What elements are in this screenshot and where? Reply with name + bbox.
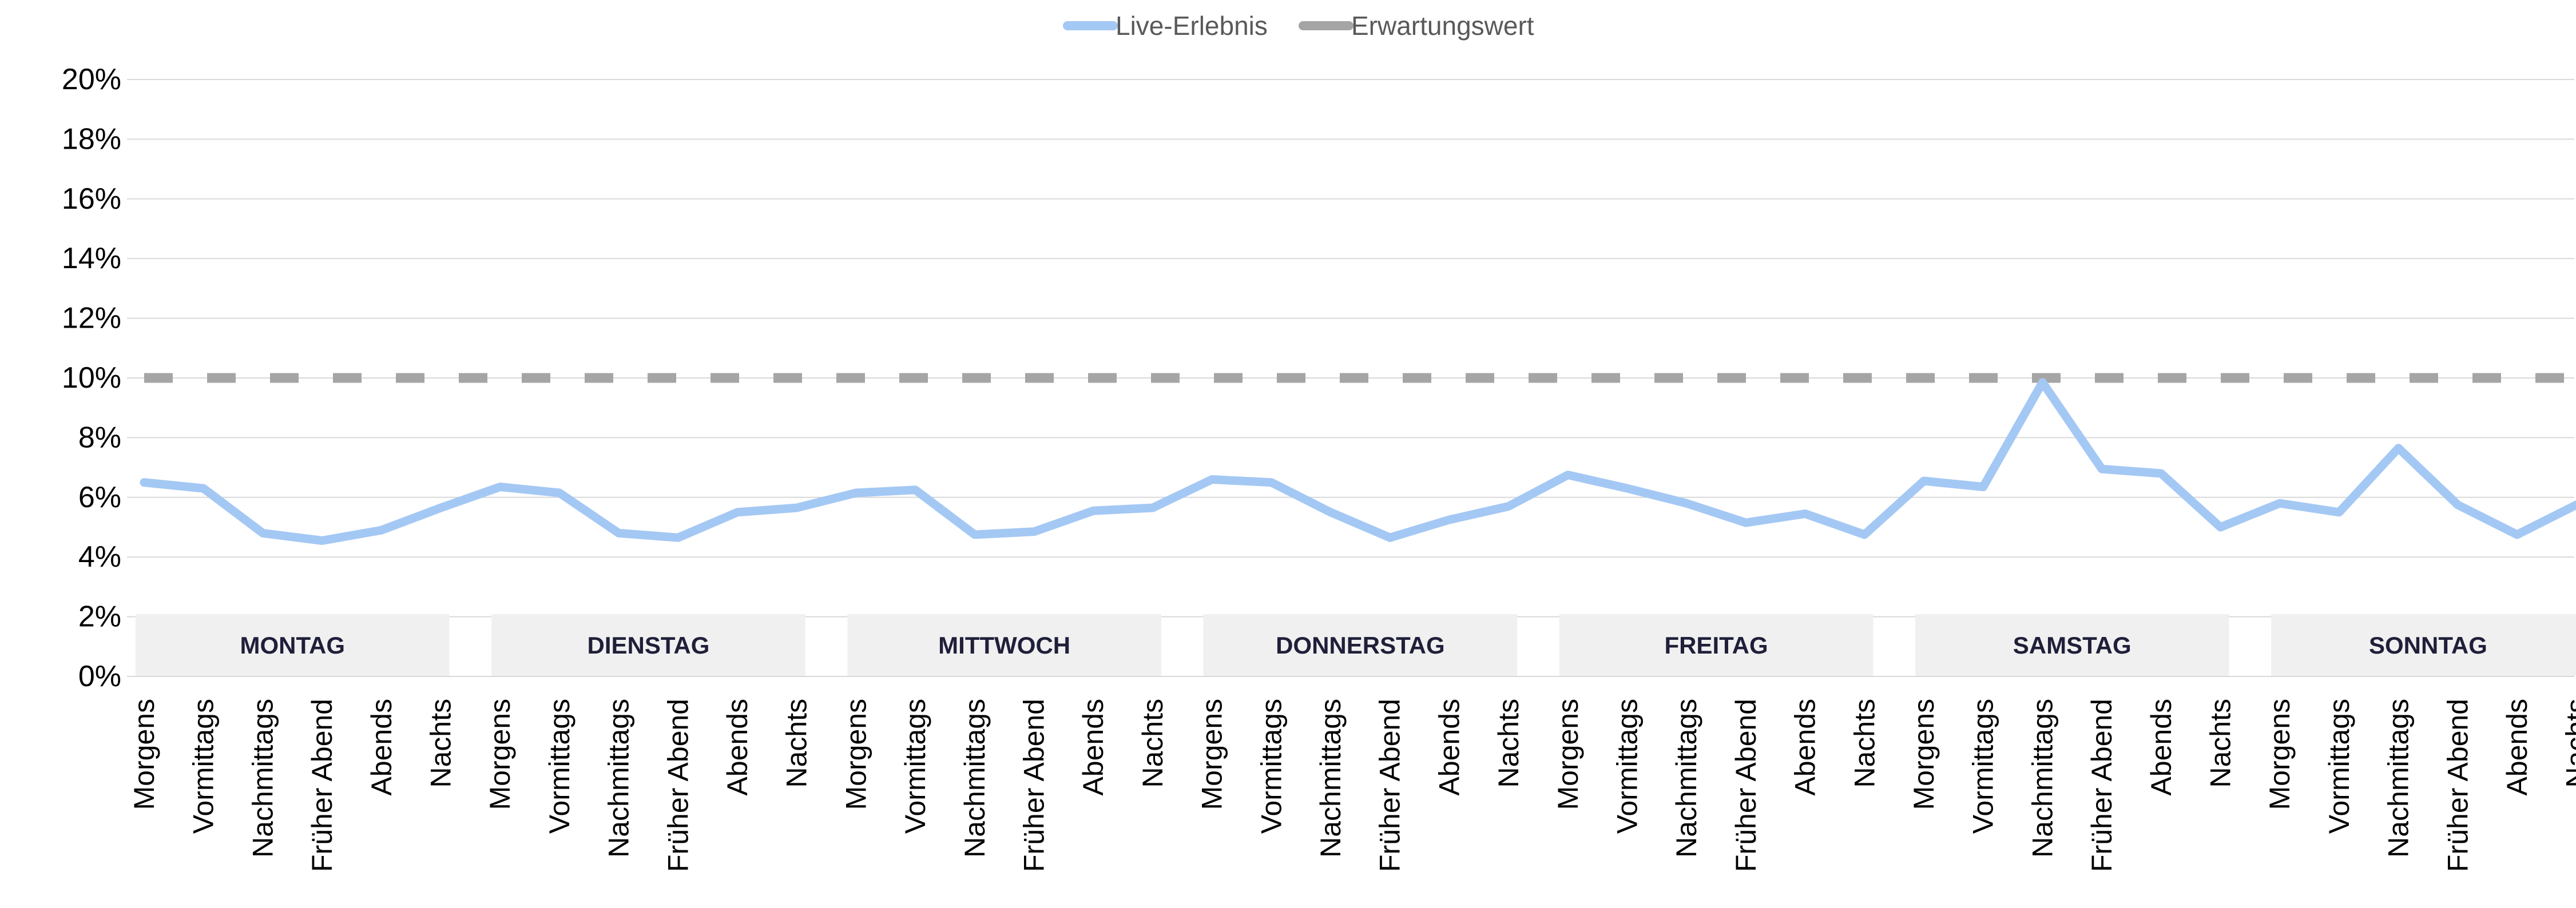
- x-tick-label: Nachts: [1848, 699, 1880, 788]
- y-axis: 0% 2% 4% 6% 8% 10% 12% 14% 16% 18% 20%: [62, 63, 121, 693]
- day-label: FREITAG: [1664, 632, 1768, 659]
- day-band: [1559, 614, 1874, 676]
- x-tick-label: Morgens: [128, 699, 160, 810]
- x-tick-label: Nachmittags: [2026, 699, 2058, 858]
- x-tick-label: Abends: [721, 699, 753, 796]
- x-tick-label: Morgens: [1552, 699, 1584, 810]
- x-tick-label: Früher Abend: [1374, 699, 1406, 872]
- series-line-live-erlebnis: [140, 378, 2576, 545]
- x-tick-label: Morgens: [2264, 699, 2296, 810]
- y-tick-label: 6%: [78, 481, 121, 514]
- x-tick-label: Abends: [366, 699, 398, 796]
- y-tick-label: 20%: [62, 63, 121, 96]
- x-tick-label: Früher Abend: [662, 699, 694, 872]
- x-tick-label: Morgens: [1196, 699, 1228, 810]
- x-tick-label: Nachts: [781, 699, 813, 788]
- x-axis: Morgens Vormittags Nachmittags Früher Abend…: [128, 699, 2576, 872]
- day-label: SONNTAG: [2369, 632, 2487, 659]
- y-tick-label: 0%: [78, 660, 121, 693]
- day-band: [1203, 614, 1518, 676]
- x-tick-label: Nachts: [2561, 699, 2576, 788]
- x-tick-label: Nachts: [1137, 699, 1169, 788]
- legend-label-erwartungswert: Erwartungswert: [1351, 11, 1534, 41]
- x-tick-label: Nachmittags: [247, 699, 279, 858]
- x-tick-label: Nachmittags: [1670, 699, 1702, 858]
- x-tick-label: Früher Abend: [1730, 699, 1762, 872]
- day-band: [491, 614, 805, 676]
- x-tick-label: Nachmittags: [1315, 699, 1347, 858]
- day-band: [2271, 614, 2576, 676]
- x-tick-label: Morgens: [840, 699, 872, 810]
- x-tick-label: Früher Abend: [2442, 699, 2474, 872]
- y-tick-label: 4%: [78, 540, 121, 574]
- x-tick-label: Früher Abend: [306, 699, 338, 872]
- legend-label-live-erlebnis: Live-Erlebnis: [1116, 11, 1268, 41]
- y-tick-label: 16%: [62, 182, 121, 216]
- x-tick-label: Vormittags: [1967, 699, 1999, 834]
- y-tick-label: 10%: [62, 361, 121, 395]
- x-tick-label: Vormittags: [1255, 699, 1287, 834]
- x-tick-label: Abends: [1077, 699, 1109, 796]
- x-tick-label: Früher Abend: [1018, 699, 1050, 872]
- day-label: DONNERSTAG: [1276, 632, 1445, 659]
- x-tick-label: Nachts: [2205, 699, 2237, 788]
- day-band: [847, 614, 1161, 676]
- x-tick-label: Abends: [1433, 699, 1465, 796]
- x-tick-label: Früher Abend: [2086, 699, 2118, 872]
- x-tick-label: Vormittags: [188, 699, 220, 834]
- y-tick-label: 14%: [62, 242, 121, 275]
- y-tick-label: 8%: [78, 421, 121, 454]
- x-tick-label: Nachts: [425, 699, 457, 788]
- day-band: [136, 614, 450, 676]
- series-layer: [140, 373, 2576, 545]
- x-tick-label: Vormittags: [543, 699, 575, 834]
- x-tick-label: Vormittags: [1612, 699, 1644, 834]
- legend: Live-Erlebnis Erwartungswert: [1063, 11, 1534, 41]
- day-label: MONTAG: [240, 632, 345, 659]
- x-tick-label: Nachmittags: [603, 699, 635, 858]
- x-tick-label: Nachts: [1493, 699, 1525, 788]
- x-tick-label: Vormittags: [2323, 699, 2355, 834]
- day-bands: MONTAG DIENSTAG MITTWOCH DONNERSTAG FREITAG S…: [136, 614, 2576, 676]
- day-band: [1915, 614, 2229, 676]
- x-tick-label: Abends: [2501, 699, 2533, 796]
- gridlines: [127, 79, 2574, 677]
- x-tick-label: Morgens: [484, 699, 516, 810]
- y-tick-label: 12%: [62, 302, 121, 335]
- day-label: MITTWOCH: [938, 632, 1070, 659]
- day-label: DIENSTAG: [587, 632, 709, 659]
- x-tick-label: Abends: [1789, 699, 1821, 796]
- x-tick-label: Abends: [2145, 699, 2177, 796]
- x-tick-label: Vormittags: [899, 699, 931, 834]
- y-tick-label: 2%: [78, 600, 121, 634]
- day-label: SAMSTAG: [2013, 632, 2132, 659]
- x-tick-label: Nachmittags: [959, 699, 991, 858]
- x-tick-label: Morgens: [1908, 699, 1940, 810]
- x-tick-label: Nachmittags: [2383, 699, 2415, 858]
- y-tick-label: 18%: [62, 122, 121, 156]
